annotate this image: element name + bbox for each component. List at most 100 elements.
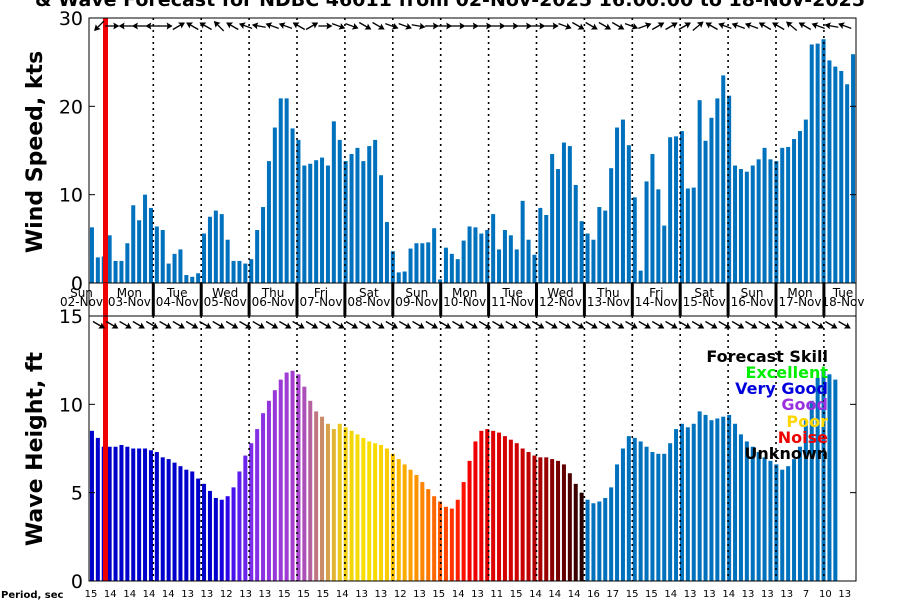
wave-direction-arrow [651, 320, 665, 329]
wave-direction-arrow [638, 320, 651, 329]
wave-direction-arrow [372, 320, 385, 329]
wind-direction-arrow [451, 22, 466, 30]
wave-direction-arrow [319, 320, 332, 329]
wind-direction-arrow [744, 22, 759, 30]
wave-bar [632, 437, 637, 581]
wave-bar [579, 492, 584, 581]
wave-y-tick-label: 10 [59, 394, 83, 416]
wind-direction-arrow [811, 22, 825, 30]
wave-bar [219, 499, 224, 581]
date-label: 04-Nov [156, 295, 199, 309]
wave-direction-arrow [159, 320, 172, 329]
wind-direction-arrow [318, 22, 333, 30]
wind-bar [750, 165, 755, 283]
wave-direction-arrow [199, 320, 212, 329]
wind-bar [237, 260, 242, 283]
wave-direction-arrow [265, 320, 279, 329]
period-value: 14 [336, 589, 349, 600]
wave-direction-arrow [558, 320, 572, 329]
wave-bar [243, 455, 248, 581]
wave-bar [662, 453, 667, 581]
wind-bar [373, 139, 378, 283]
wave-direction-arrow [305, 320, 319, 329]
wave-bar [414, 475, 419, 581]
wind-bar [679, 131, 684, 283]
wind-direction-arrow [251, 22, 266, 30]
wave-bar [402, 464, 407, 581]
wave-bar [207, 490, 212, 581]
wave-y-tick-label: 0 [71, 571, 83, 593]
date-strip: Sun02-NovMon03-NovTue04-NovWed05-NovThu0… [60, 282, 865, 317]
wind-bar [219, 214, 224, 283]
date-label: 07-Nov [299, 295, 342, 309]
date-label: 10-Nov [443, 295, 486, 309]
wind-direction-arrow [305, 22, 319, 31]
wave-direction-arrow [771, 320, 785, 329]
wave-bar [231, 487, 236, 581]
date-label: 05-Nov [204, 295, 247, 309]
wave-bar [284, 372, 289, 581]
date-label: 16-Nov [731, 295, 774, 309]
wind-bar [733, 165, 738, 283]
wave-direction-arrow [518, 320, 532, 329]
wave-bar [432, 496, 437, 581]
wind-bar [520, 200, 525, 283]
skill-legend: Forecast Skill Excellent Very Good Good … [706, 347, 828, 463]
legend-item-poor: Poor [786, 412, 828, 431]
wave-bar [296, 374, 301, 581]
wave-bar [668, 443, 673, 581]
wave-bar [768, 460, 773, 581]
wave-bar [107, 446, 112, 581]
wave-bar [473, 441, 478, 581]
wind-bar [160, 230, 165, 283]
period-value: 13 [742, 589, 755, 600]
wave-bar [178, 466, 183, 581]
wave-direction-arrow [398, 320, 412, 329]
wave-bar [278, 379, 283, 581]
date-label: 13-Nov [587, 295, 630, 309]
wave-bar [532, 455, 537, 581]
wind-bar [113, 260, 118, 283]
wave-bar [792, 459, 797, 581]
wave-bar [626, 436, 631, 581]
wave-bar [438, 501, 443, 581]
wind-direction-arrow [611, 21, 625, 30]
wave-bar [679, 423, 684, 581]
wave-bar [738, 434, 743, 581]
wind-bar [626, 145, 631, 283]
wind-bar [514, 249, 519, 283]
wind-direction-arrow [731, 22, 746, 30]
wave-bar [491, 430, 496, 581]
wind-bar [609, 168, 614, 283]
wind-bar [213, 210, 218, 283]
wave-bar [786, 466, 791, 581]
wind-bar [479, 233, 484, 283]
date-label: 17-Nov [778, 295, 821, 309]
wind-bar [603, 210, 608, 283]
wind-bar [538, 207, 543, 283]
wave-bar [833, 379, 838, 581]
wave-direction-arrow [92, 320, 106, 329]
wave-bar [213, 497, 218, 581]
wave-bar [556, 460, 561, 581]
period-value: 12 [220, 589, 233, 600]
wave-direction-arrow [252, 320, 265, 329]
wave-bar [650, 452, 655, 581]
wave-bar [95, 437, 100, 581]
wind-panel: 0 10 20 30 [59, 8, 857, 295]
wind-bar [656, 189, 661, 283]
wind-direction-arrow [638, 22, 652, 30]
period-value: 15 [85, 589, 98, 600]
chart-title: & Wave Forecast for NDBC 46011 from 02-N… [35, 0, 865, 11]
wind-bar [573, 184, 578, 283]
legend-item-noise: Noise [778, 428, 828, 447]
wind-bar [119, 260, 124, 283]
wind-bar [715, 98, 720, 283]
wind-bar [438, 279, 443, 283]
wave-bar [827, 374, 832, 581]
wave-y-tick-label: 5 [71, 483, 83, 505]
wave-bar [89, 430, 94, 581]
wind-direction-arrow [131, 22, 146, 30]
wind-bar [95, 257, 100, 283]
